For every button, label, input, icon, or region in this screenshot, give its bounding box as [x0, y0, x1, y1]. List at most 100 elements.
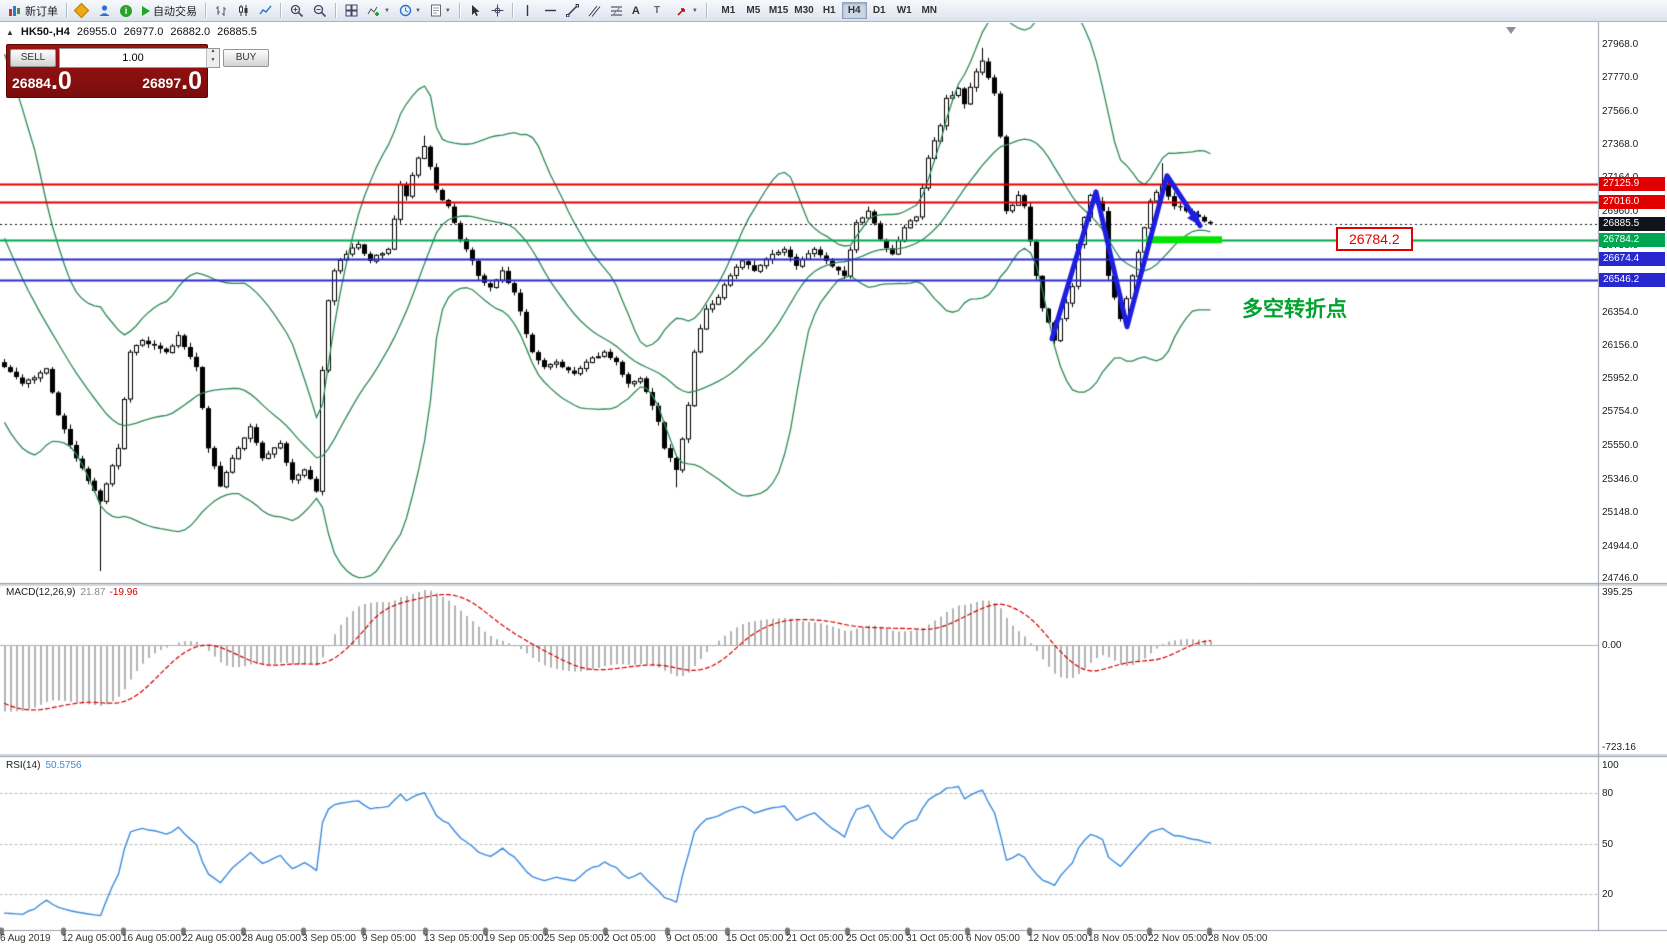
fibonacci-button[interactable]: [606, 1, 627, 20]
macd-title-text: MACD(12,26,9): [6, 587, 76, 598]
ohlc-high: 26977.0: [123, 26, 164, 38]
price-tick-label: 26156.0: [1602, 339, 1639, 351]
chart-shift-marker[interactable]: [1506, 27, 1516, 34]
clock-cycle-icon: [399, 4, 412, 17]
magnifier-plus-icon: [290, 4, 304, 17]
text-button[interactable]: A: [628, 1, 649, 20]
symbol-period-label: HK50-,H4: [20, 26, 70, 38]
candlesticks-icon: [239, 5, 248, 16]
autotrade-label: 自动交易: [153, 5, 197, 18]
volume-input[interactable]: [60, 49, 206, 67]
rsi-axis-tick: 100: [1602, 760, 1619, 771]
candlestick-button[interactable]: [233, 1, 254, 20]
price-tick-label: 27566.0: [1602, 105, 1639, 117]
window-grid-icon: [345, 4, 358, 17]
price-tick-label: 25346.0: [1602, 473, 1639, 485]
timeframe-button-m1[interactable]: M1: [716, 2, 741, 19]
caret-down-icon: ▼: [414, 7, 421, 14]
macd-value-1: 21.87: [80, 587, 106, 598]
price-tick-label: 26960.0: [1602, 206, 1639, 218]
chart-title-bar: ▲ HK50-,H4 26955.0 26977.0 26882.0 26885…: [6, 26, 257, 38]
price-line-label[interactable]: 26546.2: [1599, 272, 1665, 287]
crosshair-button[interactable]: [487, 1, 508, 20]
price-line-label[interactable]: 26674.4: [1599, 251, 1665, 266]
main-toolbar: 新订单 i 自动交易: [0, 0, 1667, 22]
buy-button[interactable]: BUY: [223, 49, 269, 67]
caret-down-icon: ▼: [444, 7, 451, 14]
macd-label: MACD(12,26,9) 21.87 -19.96: [6, 587, 138, 598]
pivot-price-callout[interactable]: 26784.2: [1336, 227, 1413, 251]
toolbar-separator: [511, 3, 514, 18]
profile-button[interactable]: [94, 1, 115, 20]
turning-point-annotation[interactable]: 多空转折点: [1242, 298, 1347, 321]
trade-panel-collapse-arrow[interactable]: ▲: [6, 27, 14, 37]
timeframe-button-m15[interactable]: M15: [766, 2, 791, 19]
macd-axis-zero: 0.00: [1602, 640, 1622, 652]
timeframe-button-m5[interactable]: M5: [741, 2, 766, 19]
timeframe-button-w1[interactable]: W1: [892, 2, 917, 19]
rsi-value: 50.5756: [45, 760, 82, 771]
volume-up-button[interactable]: ▲: [207, 49, 219, 58]
community-button[interactable]: [72, 1, 93, 20]
time-axis-label: 12 Nov 05:00: [1028, 933, 1088, 944]
bar-chart-button[interactable]: [211, 1, 232, 20]
parallel-lines-icon: [588, 5, 601, 17]
macd-value-2: -19.96: [109, 587, 138, 598]
price-line-label[interactable]: 26885.5: [1599, 216, 1665, 231]
indicators-button[interactable]: ▼: [363, 1, 394, 20]
periods-button[interactable]: ▼: [395, 1, 425, 20]
price-tick-label: 27968.0: [1602, 39, 1639, 50]
zoom-out-button[interactable]: [309, 1, 331, 20]
price-line-label[interactable]: 26784.2: [1599, 233, 1665, 248]
sell-price[interactable]: 26884 .0: [12, 69, 72, 94]
time-axis-label: 19 Sep 05:00: [484, 933, 544, 944]
price-tick-label: 25148.0: [1602, 506, 1639, 518]
caret-down-icon: ▼: [691, 7, 698, 14]
time-axis-label: 6 Aug 2019: [0, 933, 51, 944]
trendline-button[interactable]: [562, 1, 583, 20]
timeframe-button-h1[interactable]: H1: [817, 2, 842, 19]
price-tick-label: 26354.0: [1602, 306, 1639, 318]
shapes-button[interactable]: ▼: [672, 1, 702, 20]
toolbar-separator: [205, 3, 207, 18]
price-line-label[interactable]: 27016.0: [1599, 194, 1665, 209]
magnifier-minus-icon: [313, 4, 327, 17]
time-axis-label: 28 Aug 05:00: [242, 933, 301, 944]
crosshair-icon: [491, 4, 504, 17]
info-button[interactable]: i: [116, 1, 137, 20]
label-button[interactable]: T: [650, 1, 671, 20]
price-tick-label: 25754.0: [1602, 406, 1639, 418]
timeframe-button-m30[interactable]: M30: [791, 2, 816, 19]
cursor-button[interactable]: [465, 1, 486, 20]
line-chart-button[interactable]: [255, 1, 276, 20]
volume-down-button[interactable]: ▼: [207, 58, 219, 67]
time-axis-label: 28 Nov 05:00: [1208, 933, 1268, 944]
zoom-in-button[interactable]: [286, 1, 308, 20]
time-axis-label: 22 Nov 05:00: [1148, 933, 1208, 944]
buy-price[interactable]: 26897 .0: [142, 69, 202, 94]
tile-windows-button[interactable]: [341, 1, 362, 20]
timeframe-button-h4[interactable]: H4: [841, 2, 867, 19]
timeframe-group: M1 M5 M15 M30 H1 H4 D1 W1 MN: [716, 2, 942, 19]
time-axis-label: 25 Oct 05:00: [846, 933, 904, 944]
timeframe-button-d1[interactable]: D1: [867, 2, 892, 19]
new-order-button[interactable]: 新订单: [4, 1, 62, 20]
price-line-label[interactable]: 27125.9: [1599, 176, 1665, 191]
horizontal-line-button[interactable]: [540, 1, 561, 20]
diagonal-line-icon: [565, 4, 579, 17]
sell-price-frac: .0: [50, 67, 72, 95]
time-axis-label: 31 Oct 05:00: [906, 933, 964, 944]
price-tick-label: 25952.0: [1602, 373, 1639, 385]
vertical-line-button[interactable]: [518, 1, 539, 20]
rsi-axis-tick: 50: [1602, 838, 1614, 850]
templates-button[interactable]: ▼: [426, 1, 455, 20]
time-axis-label: 15 Oct 05:00: [726, 933, 784, 944]
volume-spinner: ▲ ▼: [206, 49, 219, 67]
autotrade-button[interactable]: 自动交易: [138, 1, 201, 20]
timeframe-button-mn[interactable]: MN: [917, 2, 942, 19]
time-axis-label: 6 Nov 05:00: [966, 933, 1020, 944]
sell-button[interactable]: SELL: [10, 49, 56, 67]
channel-button[interactable]: [584, 1, 605, 20]
toolbar-separator: [280, 3, 282, 18]
